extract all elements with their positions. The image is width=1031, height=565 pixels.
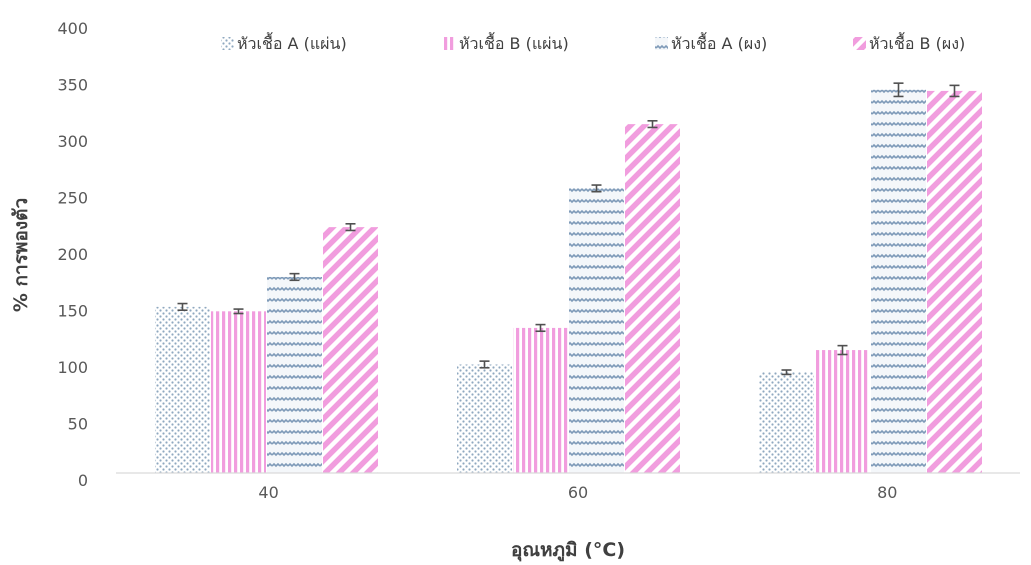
bar	[569, 188, 624, 473]
error-bar	[535, 323, 546, 333]
bar	[759, 372, 814, 473]
y-tick-label: 50	[68, 415, 88, 434]
error-bars-group	[177, 82, 960, 376]
bar	[457, 364, 512, 473]
error-bar	[345, 223, 356, 232]
legend-swatch-a-sheet	[221, 37, 234, 50]
bar	[211, 311, 266, 473]
error-bar	[647, 120, 658, 129]
y-tick-label: 0	[78, 471, 88, 490]
error-bar	[893, 82, 904, 98]
y-tick-label: 250	[57, 189, 88, 208]
y-axis-ticks: 0 50 100 150 200 250 300 350 400	[57, 19, 88, 490]
y-tick-label: 400	[57, 19, 88, 38]
x-tick-label: 60	[568, 483, 588, 502]
bar	[815, 350, 870, 473]
x-tick-label: 40	[258, 483, 278, 502]
bar	[155, 306, 210, 473]
bar	[323, 227, 378, 473]
error-bar	[781, 369, 792, 376]
x-axis-ticks: 40 60 80	[258, 483, 897, 502]
error-bar	[949, 84, 960, 98]
legend-label: หัวเชื้อ A (ผง)	[671, 32, 767, 53]
y-tick-label: 350	[57, 76, 88, 95]
error-bar	[233, 308, 244, 315]
y-tick-label: 100	[57, 358, 88, 377]
legend: หัวเชื้อ A (แผ่น) หัวเชื้อ B (แผ่น) หัวเ…	[221, 32, 965, 53]
y-tick-label: 300	[57, 132, 88, 151]
bar	[871, 89, 926, 474]
bar	[625, 124, 680, 473]
y-tick-label: 200	[57, 245, 88, 264]
error-bar	[479, 360, 490, 369]
y-tick-label: 150	[57, 302, 88, 321]
error-bar	[837, 344, 848, 356]
y-axis-title: % การพองตัว	[10, 198, 32, 312]
bar	[267, 276, 322, 473]
legend-label: หัวเชื้อ B (ผง)	[869, 32, 965, 53]
bar	[513, 327, 568, 473]
error-bar	[289, 272, 300, 282]
legend-label: หัวเชื้อ B (แผ่น)	[459, 32, 569, 53]
legend-label: หัวเชื้อ A (แผ่น)	[237, 32, 347, 53]
error-bar	[591, 184, 602, 193]
bar	[927, 90, 982, 473]
x-axis-title: อุณหภูมิ (°C)	[511, 539, 625, 562]
error-bar	[177, 302, 188, 311]
legend-swatch-b-powder	[853, 37, 866, 50]
legend-swatch-b-sheet	[443, 37, 456, 50]
x-tick-label: 80	[877, 483, 897, 502]
legend-swatch-a-powder	[655, 37, 668, 50]
bars-group	[155, 89, 982, 474]
